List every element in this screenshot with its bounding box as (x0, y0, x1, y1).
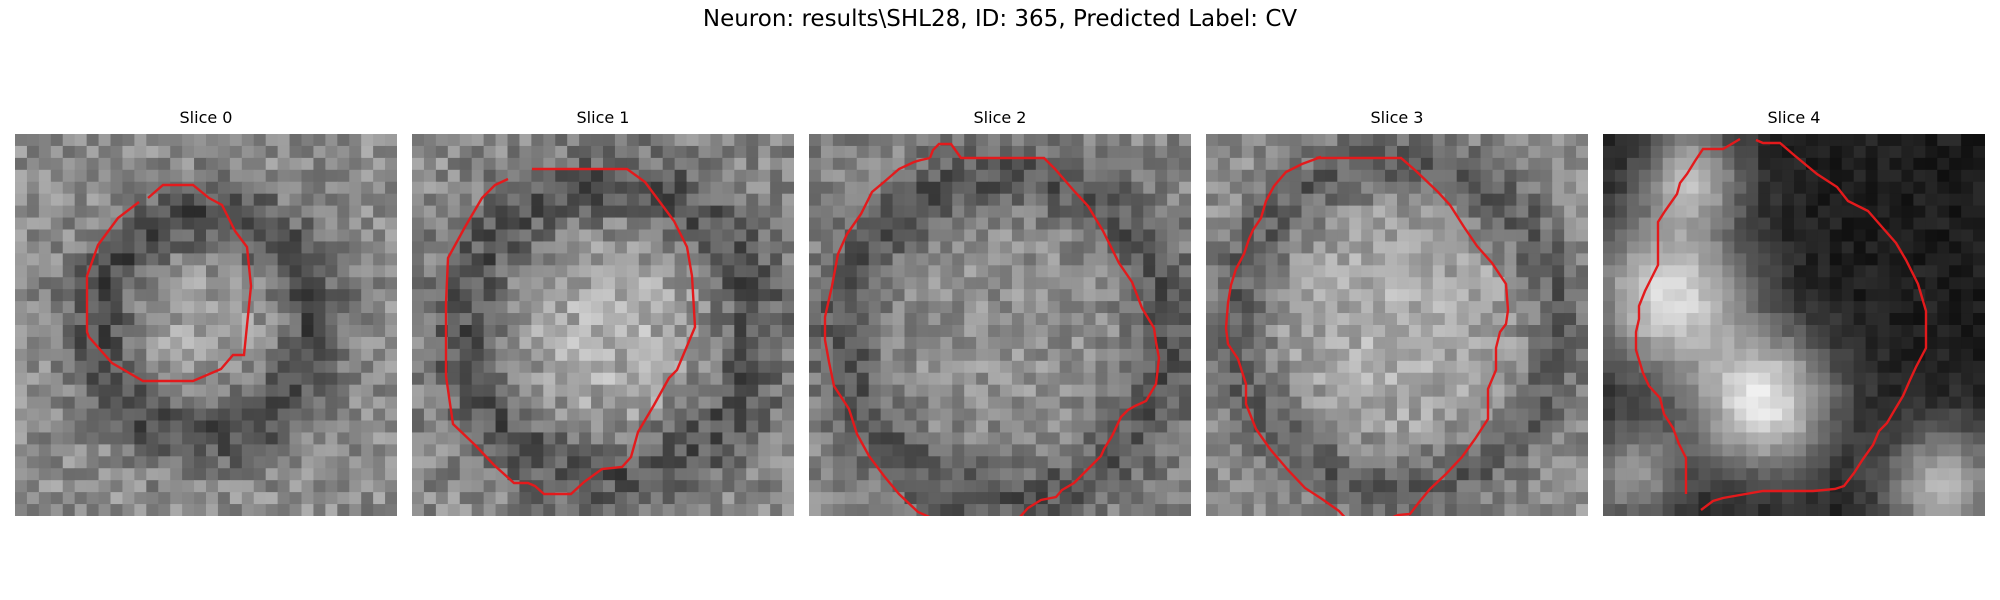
slice-title-1: Slice 1 (576, 108, 630, 127)
neuron-contour-4 (1634, 137, 1741, 494)
slice-panel-1: Slice 1 (412, 108, 794, 520)
slice-title-4: Slice 4 (1767, 108, 1821, 127)
slice-title-2: Slice 2 (973, 108, 1027, 127)
slice-image-4 (1603, 134, 1985, 516)
slice-panel-4: Slice 4 (1603, 108, 1985, 520)
pixel-grid-3 (1206, 134, 1588, 516)
slice-image-1 (412, 134, 794, 516)
neuron-contour-3 (1315, 155, 1510, 516)
slice-image-3 (1206, 134, 1588, 516)
pixel-grid-0 (15, 134, 397, 516)
pixel-grid-1 (412, 134, 794, 516)
figure-title: Neuron: results\SHL28, ID: 365, Predicte… (702, 6, 1298, 32)
neuron-contour-0 (85, 183, 253, 383)
pixel-grid-4 (1603, 134, 1985, 516)
neuron-contour-4b (1700, 138, 1928, 511)
slice-panel-3: Slice 3 (1206, 108, 1588, 520)
slice-panel-2: Slice 2 (809, 108, 1191, 520)
slice-panel-0: Slice 0 (15, 108, 397, 520)
slice-image-0 (15, 134, 397, 516)
neuron-contour-2b (823, 156, 931, 516)
neuron-contour-3b (1224, 155, 1346, 516)
neuron-contour-2 (928, 142, 1161, 516)
slice-title-3: Slice 3 (1370, 108, 1424, 127)
slice-image-2 (809, 134, 1191, 516)
slice-title-0: Slice 0 (179, 108, 233, 127)
neuron-contour-1 (444, 167, 697, 496)
pixel-grid-2 (809, 134, 1191, 516)
